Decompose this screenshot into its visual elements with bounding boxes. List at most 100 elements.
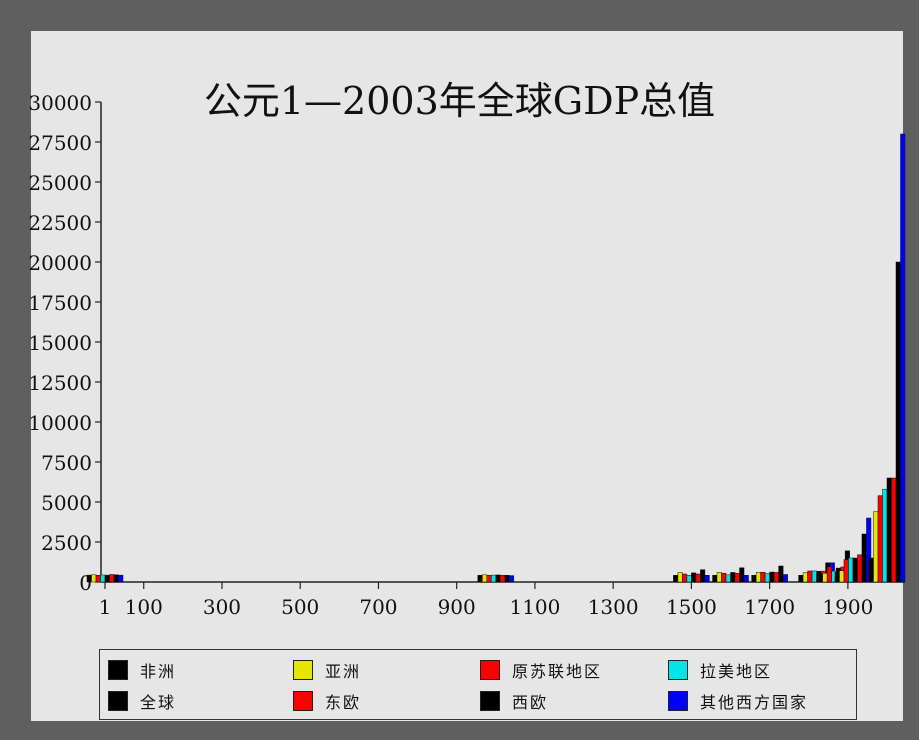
- bar-1870-series-1: [822, 572, 828, 583]
- bar-2003-series-3: [882, 488, 888, 583]
- bar-1600-series-1: [716, 572, 722, 583]
- legend-swatch: [480, 691, 500, 711]
- bar-1913-series-1: [839, 570, 845, 583]
- legend-label: 亚洲: [325, 662, 362, 681]
- legend-item-latin-america: 拉美地区: [668, 657, 772, 683]
- y-tick-label: 15000: [28, 331, 92, 355]
- y-tick-label: 0: [79, 571, 92, 595]
- legend-label: 非洲: [140, 662, 177, 681]
- bar-1500-series-4: [691, 572, 697, 583]
- bar-1-series-0: [86, 574, 92, 583]
- bar-1000-series-3: [491, 574, 497, 583]
- bar-1820-series-2: [807, 570, 813, 583]
- bar-1-series-5: [109, 574, 115, 583]
- y-tick-label: 27500: [28, 131, 92, 155]
- bar-2003-series-0: [868, 557, 874, 583]
- x-tick-label: 1: [99, 595, 112, 619]
- bar-1870-series-0: [817, 573, 823, 583]
- x-tick-label: 700: [359, 595, 397, 619]
- bar-1600-series-6: [739, 567, 745, 583]
- bar-2003-series-4: [886, 477, 892, 583]
- legend-swatch: [668, 660, 688, 680]
- legend-swatch: [108, 660, 128, 680]
- legend-label: 其他西方国家: [700, 693, 809, 712]
- bar-1-series-1: [91, 574, 97, 583]
- legend-item-former-ussr: 原苏联地区: [480, 657, 602, 683]
- bar-1700-series-2: [760, 571, 766, 583]
- bar-2003-series-1: [873, 511, 879, 583]
- bar-1600-series-2: [721, 572, 727, 583]
- bar-1500-series-2: [682, 573, 688, 583]
- bar-1913-series-4: [852, 557, 858, 583]
- chart-panel: [31, 31, 903, 721]
- y-tick-label: 7500: [41, 451, 92, 475]
- legend-item-western-europe: 西欧: [480, 688, 548, 714]
- bar-1913-series-7: [866, 517, 872, 583]
- bar-1820-series-0: [798, 575, 804, 583]
- legend-item-eastern-europe: 东欧: [293, 688, 361, 714]
- bar-1000-series-4: [495, 574, 501, 583]
- legend-swatch: [108, 691, 128, 711]
- x-tick-label: 300: [203, 595, 241, 619]
- bar-1700-series-3: [764, 573, 770, 583]
- bar-1500-series-5: [695, 573, 701, 583]
- bar-1600-series-4: [730, 572, 736, 583]
- bar-1700-series-4: [769, 571, 775, 583]
- bar-1700-series-7: [782, 574, 788, 583]
- legend-swatch: [668, 691, 688, 711]
- bar-2003-series-2: [877, 495, 883, 583]
- bar-2003-series-7: [900, 133, 906, 583]
- y-tick-label: 10000: [28, 411, 92, 435]
- x-tick-label: 100: [125, 595, 163, 619]
- bar-1-series-4: [104, 574, 110, 583]
- x-tick-label: 1100: [509, 595, 560, 619]
- legend-item-world: 全球: [108, 688, 176, 714]
- bar-1820-series-1: [802, 572, 808, 583]
- bar-1700-series-0: [751, 575, 757, 583]
- y-tick-label: 20000: [28, 251, 92, 275]
- bar-1000-series-5: [500, 575, 506, 583]
- bar-1913-series-0: [834, 572, 840, 583]
- x-tick-label: 1500: [666, 595, 717, 619]
- x-tick-label: 1700: [744, 595, 795, 619]
- bar-1500-series-1: [677, 572, 683, 583]
- bar-1870-series-2: [826, 566, 832, 583]
- y-tick-label: 5000: [41, 491, 92, 515]
- bar-1600-series-3: [725, 574, 731, 583]
- bar-1700-series-1: [755, 572, 761, 583]
- legend-label: 东欧: [325, 693, 362, 712]
- bar-1500-series-7: [704, 575, 710, 583]
- bar-1500-series-0: [673, 575, 679, 583]
- bar-2003-series-6: [895, 261, 901, 583]
- bar-1000-series-0: [477, 575, 483, 583]
- legend: 非洲 亚洲 原苏联地区 拉美地区 全球 东欧 西欧 其他西方国家: [99, 649, 857, 720]
- x-tick-label: 1900: [822, 595, 873, 619]
- x-tick-label: 900: [438, 595, 476, 619]
- legend-swatch: [293, 691, 313, 711]
- y-tick-label: 2500: [41, 531, 92, 555]
- x-tick-label: 1300: [588, 595, 639, 619]
- legend-item-other-western: 其他西方国家: [668, 688, 808, 714]
- chart-title: 公元1—2003年全球GDP总值: [203, 79, 716, 123]
- bar-1600-series-5: [734, 572, 740, 583]
- legend-label: 拉美地区: [700, 662, 773, 681]
- legend-label: 全球: [140, 693, 177, 712]
- bar-1-series-6: [113, 574, 119, 583]
- bar-1500-series-6: [700, 569, 706, 583]
- bar-1913-series-6: [861, 533, 867, 583]
- y-tick-label: 30000: [28, 91, 92, 115]
- bar-1820-series-3: [811, 570, 817, 583]
- bar-1600-series-7: [743, 575, 749, 583]
- bar-1000-series-6: [504, 575, 510, 583]
- bar-1-series-7: [118, 574, 124, 583]
- bar-1913-series-2: [843, 559, 849, 583]
- bar-1913-series-3: [848, 557, 854, 583]
- y-tick-label: 22500: [28, 211, 92, 235]
- bar-1500-series-3: [686, 575, 692, 583]
- bar-1000-series-7: [509, 575, 515, 583]
- bar-2003-series-5: [891, 477, 897, 583]
- y-tick-label: 25000: [28, 171, 92, 195]
- bar-1000-series-2: [486, 575, 492, 583]
- legend-swatch: [480, 660, 500, 680]
